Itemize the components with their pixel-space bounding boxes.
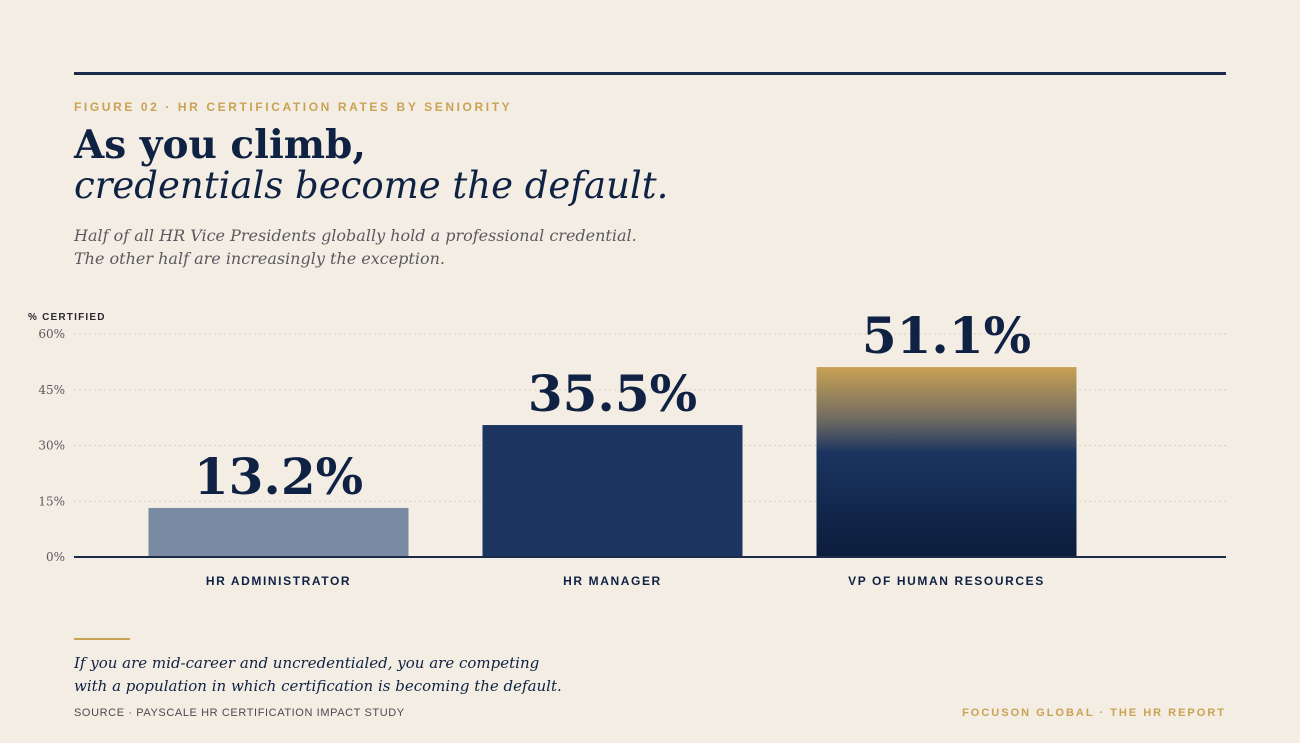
- y-tick-label: 0%: [46, 550, 65, 564]
- top-rule: [74, 72, 1226, 75]
- note-line: with a population in which certification…: [74, 677, 562, 695]
- accent-rule: [74, 638, 130, 640]
- dek-line: The other half are increasingly the exce…: [74, 249, 445, 268]
- bar-value-label: 35.5%: [528, 364, 697, 423]
- bar-value-label: 51.1%: [862, 306, 1031, 365]
- subheadline: credentials become the default.: [74, 164, 669, 207]
- y-tick-label: 60%: [38, 327, 65, 341]
- dek: Half of all HR Vice Presidents globally …: [74, 224, 774, 270]
- y-axis-label: % CERTIFIED: [28, 312, 106, 323]
- y-tick-label: 45%: [38, 383, 65, 397]
- dek-line: Half of all HR Vice Presidents globally …: [74, 226, 637, 245]
- y-tick-label: 30%: [38, 439, 65, 453]
- bar-value-label: 13.2%: [194, 447, 363, 506]
- x-category-label: VP OF HUMAN RESOURCES: [848, 574, 1045, 588]
- bar-hr-manager: [482, 425, 743, 557]
- figure-eyebrow: FIGURE 02 · HR CERTIFICATION RATES BY SE…: [74, 100, 513, 114]
- brand-credit: FOCUSON GLOBAL · THE HR REPORT: [962, 707, 1226, 719]
- x-category-label: HR ADMINISTRATOR: [206, 574, 351, 588]
- bar-chart: % CERTIFIED 0% 15% 30% 45% 60% 13.2% HR ADMIN…: [28, 306, 1226, 588]
- bar-vp-of-human-resources: [816, 367, 1077, 557]
- source-credit: SOURCE · PAYSCALE HR CERTIFICATION IMPAC…: [74, 707, 405, 719]
- y-tick-label: 15%: [38, 494, 65, 508]
- note-line: If you are mid-career and uncredentialed…: [74, 654, 540, 672]
- x-category-label: HR MANAGER: [563, 574, 662, 588]
- closing-note: If you are mid-career and uncredentialed…: [74, 652, 694, 698]
- bar-hr-administrator: [148, 507, 409, 557]
- headline: As you climb,: [74, 122, 366, 168]
